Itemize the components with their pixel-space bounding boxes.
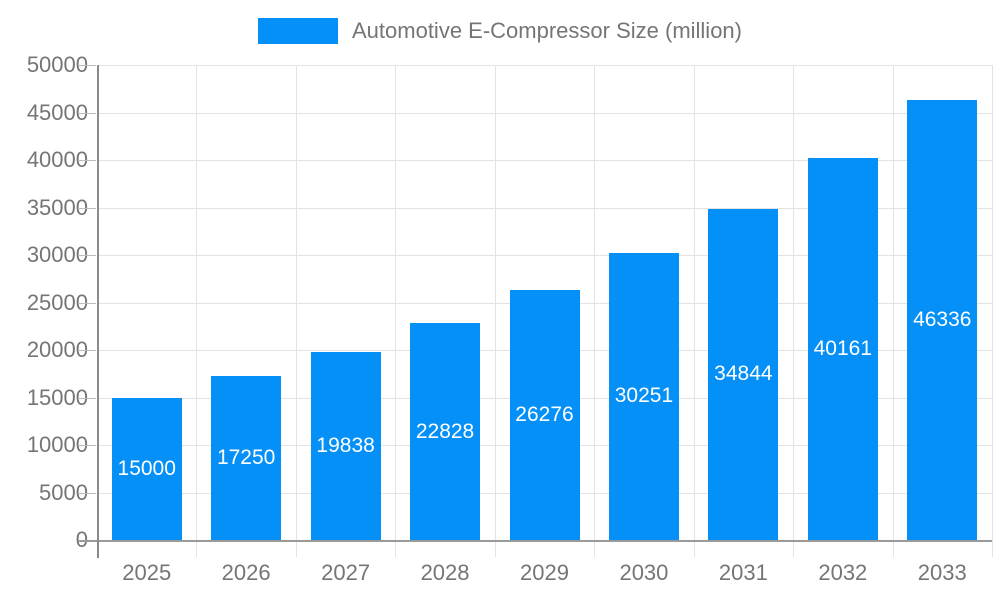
- v-gridline: [395, 65, 397, 557]
- v-gridline: [196, 65, 198, 557]
- y-axis-tick-label: 25000: [26, 289, 88, 315]
- y-axis-tick-label: 35000: [26, 194, 88, 220]
- y-tick: [78, 255, 96, 256]
- x-axis-tick-label: 2026: [221, 560, 271, 585]
- bar-value-label: 30251: [614, 384, 674, 408]
- bar-value-label: 26276: [515, 403, 574, 427]
- y-tick: [78, 350, 96, 351]
- bar-2031: 34844: [708, 208, 779, 540]
- y-tick: [78, 397, 96, 399]
- plot-area: 15000 17250 19838 22828 26276 30251 34844 40161…: [97, 65, 993, 557]
- y-axis-tick-label: 40000: [26, 147, 88, 172]
- y-tick: [78, 492, 96, 494]
- chart-legend: Automotive E-Compressor Size (million): [0, 17, 1000, 45]
- x-axis-tick-label: 2029: [520, 560, 569, 585]
- h-gridline: [97, 65, 992, 66]
- x-axis-tick-label: 2025: [122, 560, 172, 585]
- bar-2026: 17250: [211, 376, 282, 540]
- y-axis-tick-label: 30000: [26, 242, 88, 267]
- x-axis-tick-label: 2027: [321, 560, 371, 585]
- bar-2030: 30251: [608, 252, 679, 540]
- legend-swatch: [258, 18, 338, 44]
- v-gridline: [295, 65, 297, 557]
- y-tick: [78, 445, 96, 446]
- v-gridline: [892, 65, 894, 557]
- y-tick: [78, 302, 96, 304]
- v-gridline: [992, 65, 993, 557]
- bar-2033: 46336: [907, 99, 978, 540]
- x-axis-line: [78, 540, 992, 542]
- y-axis-tick-label: 0: [75, 527, 88, 552]
- x-axis-tick-label: 2033: [917, 560, 967, 585]
- y-axis-tick-label: 45000: [26, 99, 88, 125]
- y-axis-line: [97, 65, 99, 558]
- bar-2027: 19838: [310, 351, 381, 540]
- bar-value-label: 22828: [415, 419, 475, 443]
- bar-value-label: 34844: [714, 362, 773, 386]
- x-axis-tick-label: 2028: [420, 560, 470, 585]
- y-axis-tick-label: 50000: [26, 52, 88, 77]
- y-tick: [78, 112, 96, 114]
- x-axis-tick-label: 2032: [818, 560, 868, 585]
- x-axis-tick-label: 2031: [718, 560, 768, 585]
- y-tick: [78, 160, 96, 161]
- bar-2025: 15000: [111, 397, 182, 540]
- y-tick: [78, 207, 96, 209]
- bar-value-label: 17250: [216, 446, 276, 470]
- bar-2029: 26276: [509, 290, 580, 540]
- bar-value-label: 46336: [913, 307, 972, 331]
- v-gridline: [594, 65, 596, 557]
- v-gridline: [793, 65, 795, 557]
- bar-value-label: 40161: [813, 337, 873, 361]
- y-axis-tick-label: 15000: [26, 384, 88, 410]
- bar-2028: 22828: [410, 323, 481, 540]
- v-gridline: [494, 65, 496, 557]
- y-axis-tick-label: 20000: [26, 337, 88, 362]
- h-gridline: [97, 112, 992, 114]
- h-gridline: [97, 207, 992, 209]
- y-axis-tick-label: 10000: [26, 432, 88, 457]
- legend-label: Automotive E-Compressor Size (million): [352, 18, 742, 43]
- bar-2032: 40161: [807, 158, 878, 540]
- bar-value-label: 15000: [117, 456, 176, 480]
- bar-value-label: 19838: [316, 433, 375, 457]
- h-gridline: [97, 160, 992, 161]
- y-axis-tick-label: 5000: [39, 479, 88, 505]
- h-gridline: [97, 255, 992, 256]
- x-axis-tick-label: 2030: [619, 560, 669, 585]
- v-gridline: [693, 65, 695, 557]
- y-tick: [78, 65, 96, 66]
